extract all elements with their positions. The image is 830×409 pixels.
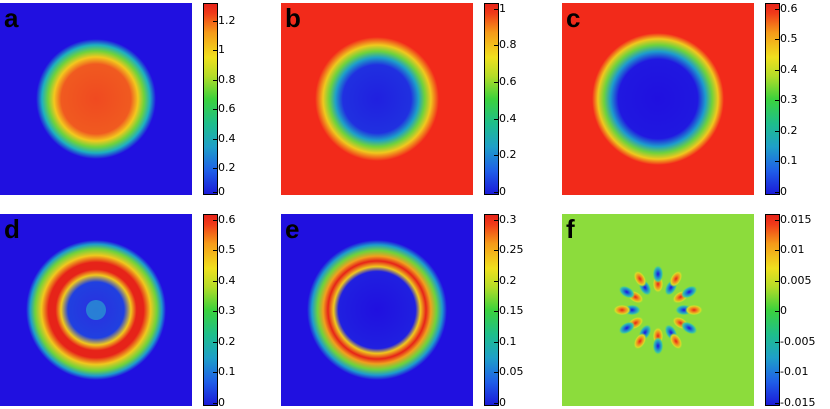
panel-e: e 0.3 0.25 0.2 0.15 0.1 0.05 0	[281, 213, 549, 409]
colorbar-tick: -0.015	[774, 396, 816, 409]
colorbar-tick: 0.3	[213, 304, 236, 317]
colorbar	[203, 214, 218, 406]
heatmap-a	[0, 3, 192, 195]
colorbar-tick: 0.5	[213, 243, 236, 256]
colorbar-tick: 1	[213, 43, 225, 56]
colorbar-tick: 0.4	[775, 63, 798, 76]
heatmap-b	[281, 3, 473, 195]
heatmap-hole	[315, 37, 439, 161]
colorbar-tick: 1.2	[213, 14, 236, 27]
colorbar-tick: -0.01	[774, 365, 809, 378]
heatmap-e	[281, 214, 473, 406]
panel-c: c 0.6 0.5 0.4 0.3 0.2 0.1 0	[562, 2, 830, 198]
panel-label: d	[4, 214, 20, 244]
field-lobe	[652, 265, 664, 283]
field-lobe	[669, 270, 683, 288]
heatmap-hole	[592, 33, 724, 165]
colorbar	[765, 214, 780, 406]
panel-label: e	[285, 214, 300, 244]
colorbar-tick: -0.005	[774, 335, 816, 348]
colorbar-tick: 0	[213, 396, 225, 409]
colorbar	[765, 3, 780, 195]
colorbar-tick: 0.2	[775, 124, 798, 137]
colorbar-tick: 1	[494, 2, 506, 15]
colorbar-tick: 0.15	[494, 304, 524, 317]
colorbar-tick: 0.6	[775, 2, 798, 15]
colorbar-tick: 0.4	[213, 132, 236, 145]
field-lobe	[652, 337, 664, 355]
panel-label: c	[566, 3, 581, 33]
field-lobe	[685, 304, 703, 316]
panel-label: a	[4, 3, 19, 33]
colorbar-tick: 0	[213, 185, 225, 198]
field-lobe	[618, 321, 636, 335]
heatmap-c	[562, 3, 754, 195]
field-lobe	[633, 332, 647, 350]
colorbar-tick: 0.5	[775, 32, 798, 45]
colorbar-tick: 0.1	[775, 154, 798, 167]
colorbar-tick: 0.2	[213, 161, 236, 174]
colorbar-tick: 0.05	[494, 365, 524, 378]
colorbar-tick: 0.8	[494, 38, 517, 51]
panel-label: f	[566, 214, 575, 244]
heatmap-lobes	[613, 265, 703, 355]
colorbar-tick: 0.4	[213, 274, 236, 287]
panel-d: d 0.6 0.5 0.4 0.3 0.2 0.1 0	[0, 213, 260, 409]
heatmap-ring	[307, 240, 447, 380]
colorbar-tick: 0.6	[213, 102, 236, 115]
heatmap-blob	[36, 39, 156, 159]
colorbar-tick: 0.8	[213, 73, 236, 86]
panel-a: a 1.2 1 0.8 0.6 0.4 0.2 0	[0, 3, 260, 198]
heatmap-d	[0, 214, 192, 406]
colorbar-tick: 0.1	[494, 335, 517, 348]
field-lobe	[680, 321, 698, 335]
colorbar-tick: 0	[494, 396, 506, 409]
colorbar-tick: 0	[494, 185, 506, 198]
heatmap-core	[86, 300, 106, 320]
panel-f: f 0.015 0.01 0.005 0 -0.005 -0.01 -0.015	[562, 213, 830, 409]
panel-b: b 1 0.8 0.6 0.4 0.2 0	[281, 2, 541, 198]
colorbar-tick: 0.2	[494, 274, 517, 287]
field-lobe	[633, 270, 647, 288]
field-lobe	[613, 304, 631, 316]
colorbar-tick: 0.25	[494, 243, 524, 256]
colorbar-tick: 0.6	[213, 213, 236, 226]
field-lobe	[618, 285, 636, 299]
field-lobe	[680, 285, 698, 299]
colorbar	[203, 3, 218, 195]
colorbar-tick: 0.2	[494, 148, 517, 161]
colorbar-tick: 0.3	[494, 213, 517, 226]
colorbar-tick: 0.3	[775, 93, 798, 106]
colorbar	[484, 214, 499, 406]
colorbar-tick: 0	[775, 185, 787, 198]
colorbar-tick: 0.6	[494, 75, 517, 88]
colorbar	[484, 3, 499, 195]
colorbar-tick: 0.2	[213, 335, 236, 348]
heatmap-f	[562, 214, 754, 406]
field-lobe	[669, 332, 683, 350]
panel-label: b	[285, 3, 301, 33]
heatmap-background	[562, 214, 754, 406]
colorbar-tick: 0.4	[494, 112, 517, 125]
colorbar-tick: 0.1	[213, 365, 236, 378]
colorbar-tick: 0.01	[775, 243, 805, 256]
colorbar-tick: 0.005	[775, 274, 812, 287]
colorbar-tick: 0	[775, 304, 787, 317]
colorbar-tick: 0.015	[775, 213, 812, 226]
